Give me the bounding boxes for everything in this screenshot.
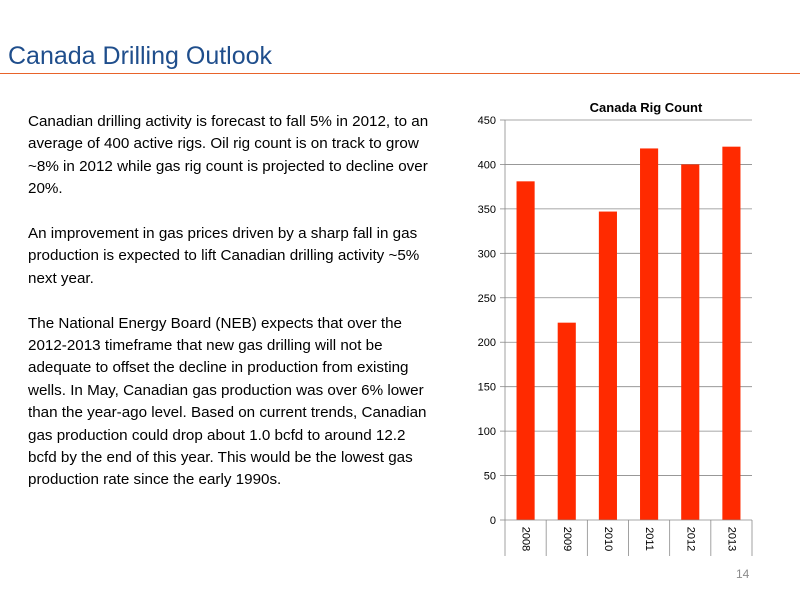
paragraph-gas-price-outlook: An improvement in gas prices driven by a… <box>28 225 420 287</box>
y-tick-label: 0 <box>490 515 496 527</box>
paragraph-drilling-forecast: Canadian drilling activity is forecast t… <box>28 113 429 198</box>
x-tick-label: 2009 <box>561 527 573 551</box>
chart-bars <box>516 146 741 521</box>
x-axis-tick-labels: 2008 2009 2010 2011 2012 2013 <box>520 527 738 551</box>
y-tick-label: 350 <box>478 204 496 216</box>
y-tick-label: 150 <box>478 382 496 394</box>
x-tick-label: 2013 <box>725 527 737 551</box>
y-tick-label: 50 <box>484 471 496 483</box>
y-tick-label: 400 <box>478 159 496 171</box>
bar-2008 <box>516 181 535 520</box>
y-tick-label: 250 <box>478 293 496 305</box>
page-number: 14 <box>736 567 750 581</box>
y-tick-label: 300 <box>478 248 496 260</box>
paragraph-neb-expectations: The National Energy Board (NEB) expects … <box>28 314 427 489</box>
bar-2012 <box>681 164 700 520</box>
y-tick-label: 200 <box>478 337 496 349</box>
bar-2013 <box>722 146 741 520</box>
bar-2009 <box>557 322 576 520</box>
rig-count-chart: Canada Rig Count 0 50 100 150 200 250 300 350 40… <box>478 100 753 556</box>
x-tick-label: 2010 <box>602 527 614 551</box>
title-divider <box>0 73 800 74</box>
body-text: Canadian drilling activity is forecast t… <box>28 111 438 514</box>
x-tick-label: 2011 <box>643 527 655 551</box>
slide-title: Canada Drilling Outlook <box>8 42 273 70</box>
x-tick-label: 2008 <box>520 527 532 551</box>
x-tick-label: 2012 <box>684 527 696 551</box>
y-axis-tick-labels: 0 50 100 150 200 250 300 350 400 450 <box>478 115 496 527</box>
chart-gridlines <box>505 119 752 476</box>
bar-2010 <box>598 211 617 521</box>
bar-2011 <box>640 148 659 520</box>
y-tick-label: 450 <box>478 115 496 127</box>
y-tick-label: 100 <box>478 426 496 438</box>
chart-title: Canada Rig Count <box>590 100 703 115</box>
chart-axes <box>500 119 753 556</box>
